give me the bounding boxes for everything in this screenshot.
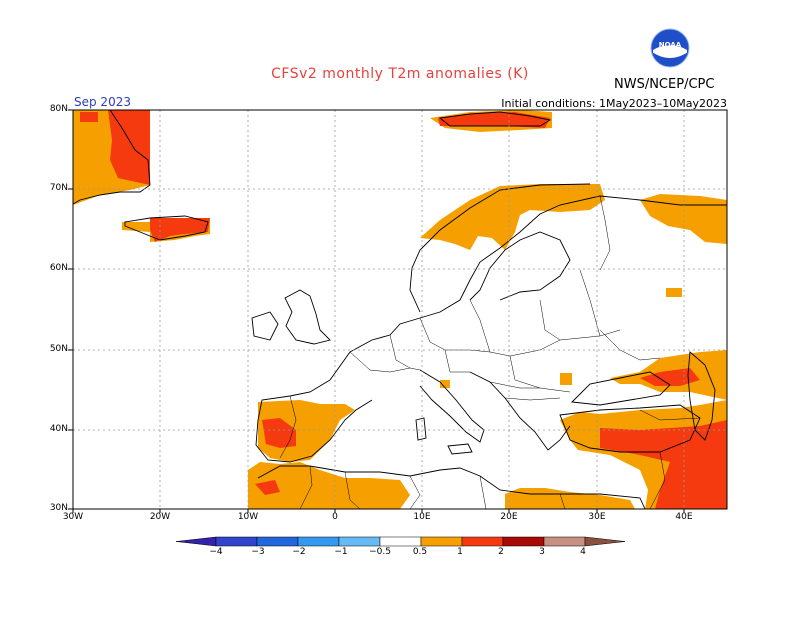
colorbar-segment <box>584 536 626 547</box>
anomaly-region-iceland-red <box>150 218 210 242</box>
border-7 <box>539 299 561 341</box>
anomaly-region-iberia-red <box>262 418 296 448</box>
colorbar-label: −3 <box>251 547 265 557</box>
chart-title: CFSv2 monthly T2m anomalies (K) <box>271 66 529 82</box>
anomaly-region-north-africa <box>248 462 410 509</box>
coastline-iceland <box>124 215 209 241</box>
anomaly-region-italy-pixel <box>440 380 450 388</box>
coastline-north-africa <box>257 465 646 510</box>
coastline-italy <box>419 369 485 443</box>
lon-label-30e: 30E <box>588 512 606 522</box>
lon-label-10e: 10E <box>413 512 431 522</box>
tick-marks <box>68 109 685 513</box>
colorbar-segment <box>215 536 258 547</box>
anomaly-shading <box>73 110 727 509</box>
border-13 <box>344 471 361 510</box>
coastline-turkey <box>559 404 701 453</box>
border-14 <box>409 475 421 510</box>
coastline-black-sea <box>571 371 671 406</box>
anomaly-region-east-red <box>600 420 727 509</box>
coastline-greenland <box>72 109 151 205</box>
lon-label-10w: 10W <box>237 512 259 522</box>
anomaly-region-greenland-red2 <box>80 112 98 122</box>
colorbar-segment <box>502 536 545 547</box>
anomaly-region-north-africa-red <box>255 480 280 495</box>
lon-label-20e: 20E <box>500 512 518 522</box>
colorbar-segment <box>420 536 463 547</box>
coastline-caspian <box>687 351 716 441</box>
lat-label-70n: 70N <box>49 183 68 193</box>
colorbar-label: −2 <box>292 547 306 557</box>
gridlines <box>73 110 727 509</box>
lon-label-0: 0 <box>332 512 338 522</box>
lat-label-30n: 30N <box>49 503 68 513</box>
colorbar-segment <box>338 536 381 547</box>
border-5 <box>469 299 621 357</box>
colorbar-label: 2 <box>498 547 504 557</box>
colorbar-label: −1 <box>334 547 348 557</box>
anomaly-region-svalbard-red <box>438 112 550 128</box>
forecast-month-label: Sep 2023 <box>74 95 131 109</box>
coastline-balkans <box>469 371 571 451</box>
colorbar-segment <box>175 536 217 547</box>
coastlines <box>72 109 727 510</box>
colorbar-segment <box>256 536 299 547</box>
coastline-ireland <box>251 311 279 341</box>
border-4 <box>444 349 470 373</box>
colorbar-label: −0.5 <box>369 547 391 557</box>
coastline-norway <box>409 183 591 313</box>
coastline-sicily <box>447 443 473 455</box>
coastline-britain <box>284 289 331 345</box>
border-1 <box>349 351 421 373</box>
lon-label-30w: 30W <box>62 512 84 522</box>
colorbar-label: 1 <box>457 547 463 557</box>
border-2 <box>389 334 411 369</box>
coastline-sardinia <box>415 417 427 441</box>
border-8 <box>579 269 601 337</box>
anomaly-region-caspian-red <box>640 368 700 386</box>
colorbar-label: 3 <box>539 547 545 557</box>
svg-text:NOAA: NOAA <box>659 41 682 49</box>
colorbar-label: −4 <box>209 547 223 557</box>
colorbar-segment <box>379 536 422 547</box>
coastline-continent <box>329 195 727 381</box>
lat-label-80n: 80N <box>49 104 68 114</box>
border-9 <box>489 381 540 389</box>
border-10 <box>504 397 561 401</box>
lat-label-40n: 40N <box>49 424 68 434</box>
anomaly-region-libya <box>505 488 635 509</box>
lon-label-40e: 40E <box>675 512 693 522</box>
border-12 <box>299 465 313 510</box>
lon-label-20w: 20W <box>149 512 171 522</box>
anomaly-region-scandinavia <box>420 184 605 250</box>
border-17 <box>599 329 661 361</box>
lat-label-50n: 50N <box>49 344 68 354</box>
organization-label: NWS/NCEP/CPC <box>614 77 715 92</box>
anomaly-region-north-russia <box>640 194 727 244</box>
coastline-sweden-finland <box>469 231 571 301</box>
colorbar-label: 4 <box>580 547 586 557</box>
border-19 <box>639 409 701 421</box>
border-18 <box>599 195 611 271</box>
border-16 <box>559 493 566 510</box>
border-6 <box>509 355 571 393</box>
border-20 <box>649 451 666 510</box>
lat-label-60n: 60N <box>49 263 68 273</box>
noaa-logo-icon: NOAA <box>650 28 690 68</box>
colorbar-label: 0.5 <box>412 547 428 557</box>
initial-conditions-label: Initial conditions: 1May2023–10May2023 <box>501 97 727 110</box>
anomaly-region-black-sea-pixel <box>560 373 572 385</box>
anomaly-region-russia-pixel <box>666 288 682 297</box>
coastline-svalbard <box>438 111 552 127</box>
colorbar-segment <box>543 536 586 547</box>
colorbar-segment <box>297 536 340 547</box>
border-15 <box>479 475 487 510</box>
map-frame <box>72 109 728 510</box>
anomaly-region-greenland-red <box>108 110 150 185</box>
colorbar-segment <box>461 536 504 547</box>
colorbar <box>175 536 626 547</box>
